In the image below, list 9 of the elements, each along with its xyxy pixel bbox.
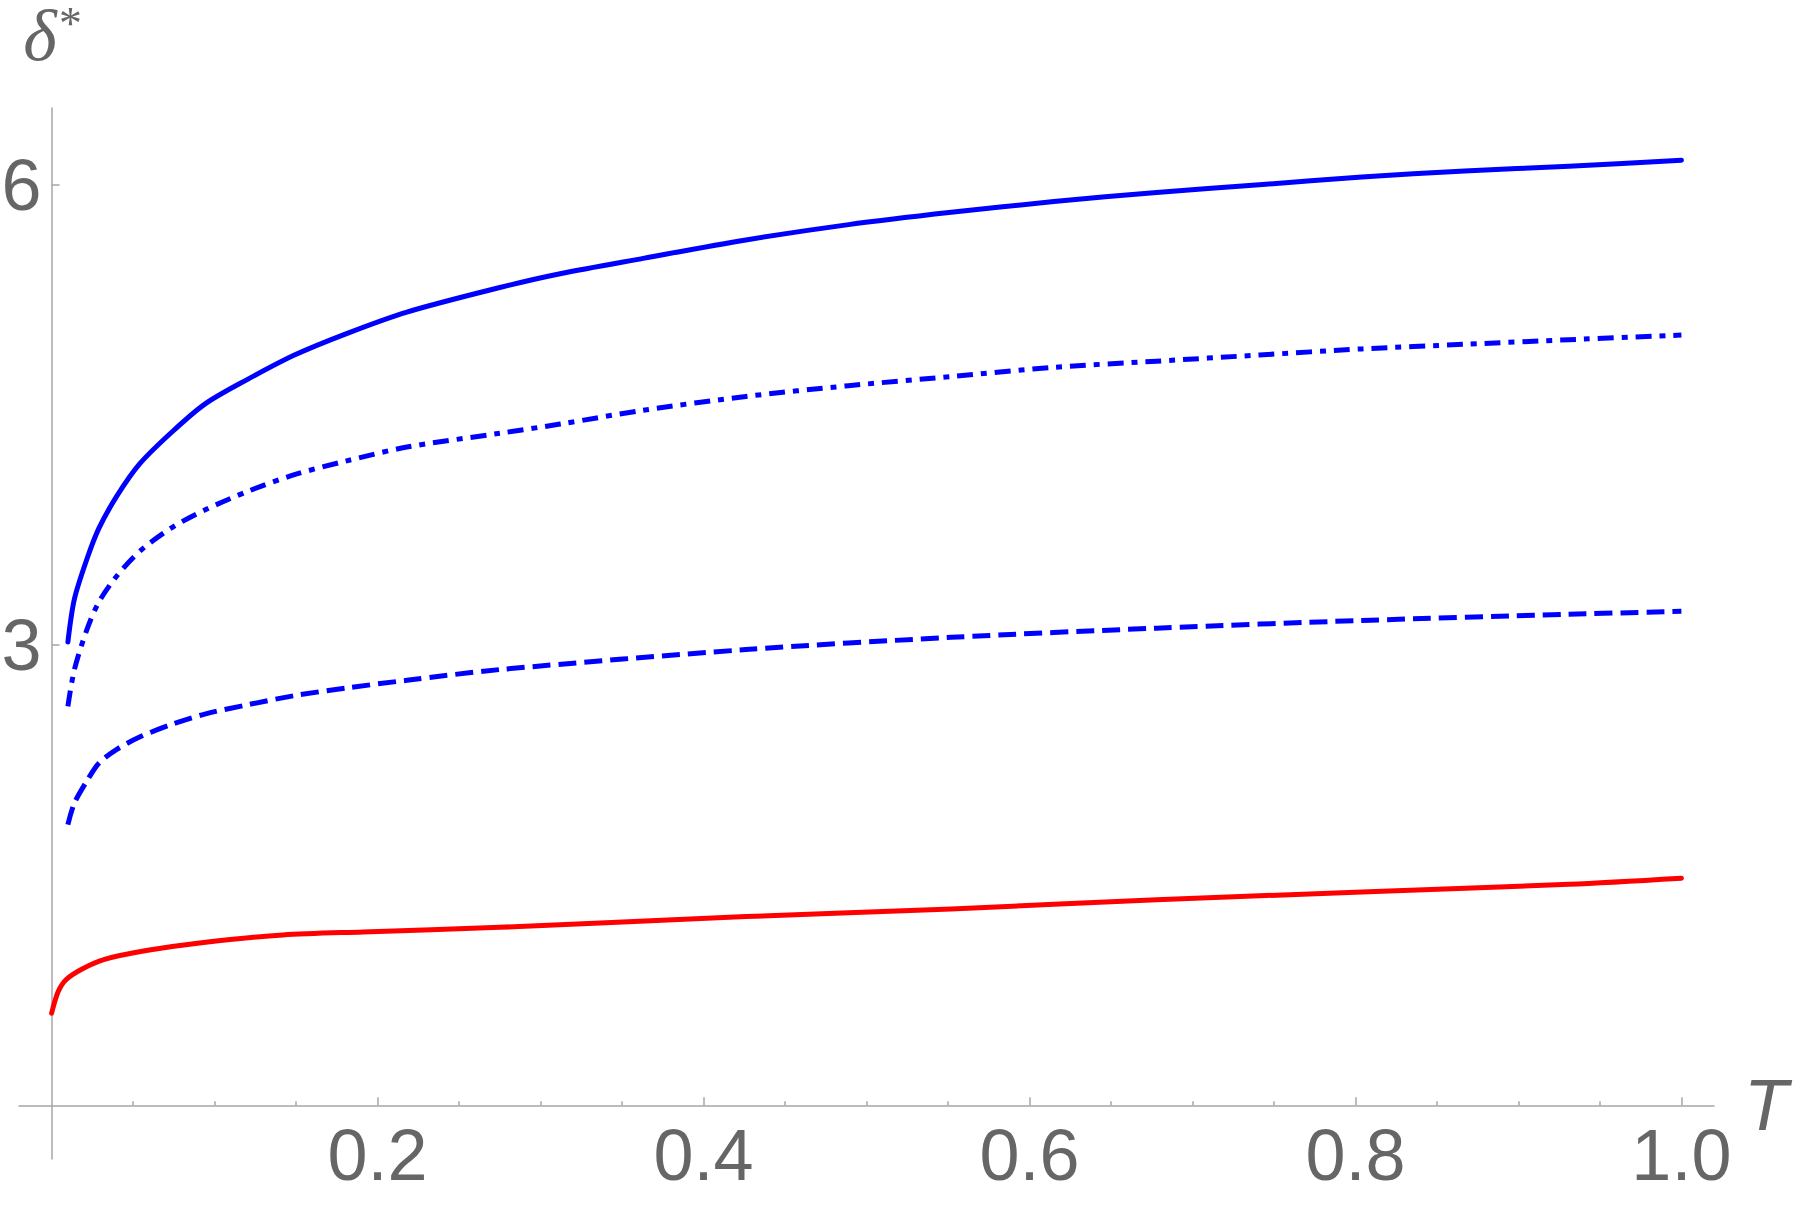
y-axis-title: δ* xyxy=(23,0,80,76)
x-tick-label: 0.8 xyxy=(1305,1115,1406,1196)
x-tick-label: 0.2 xyxy=(327,1115,428,1196)
y-tick-label: 3 xyxy=(1,605,42,686)
x-tick-label: 0.4 xyxy=(653,1115,754,1196)
x-axis-title: T xyxy=(1744,1065,1793,1146)
y-tick-label: 6 xyxy=(1,144,42,225)
x-tick-label: 0.6 xyxy=(979,1115,1080,1196)
x-tick-label: 1.0 xyxy=(1631,1115,1732,1196)
